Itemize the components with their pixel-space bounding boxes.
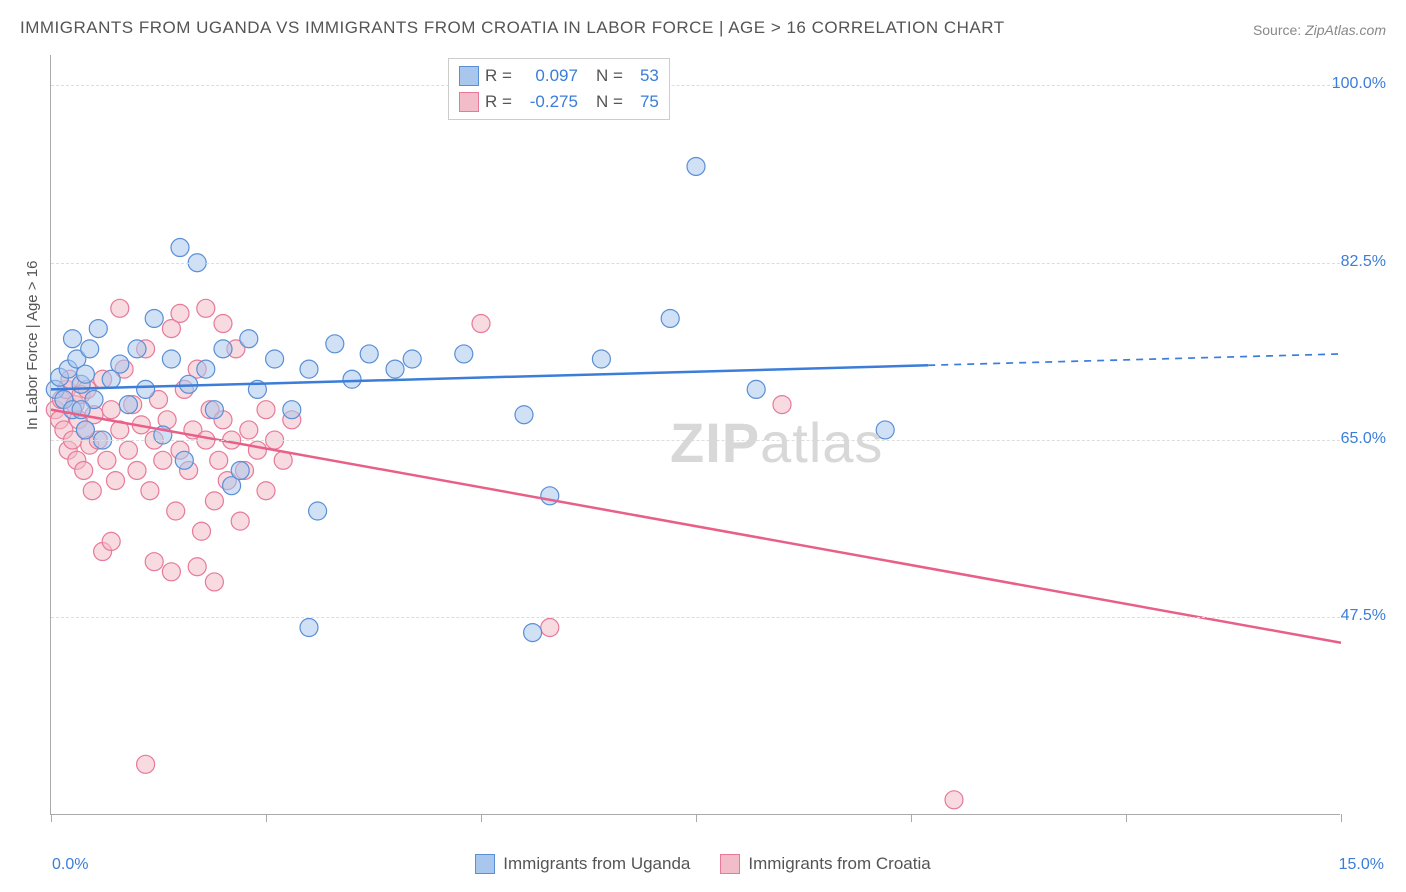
legend-r-value: 0.097 [518, 66, 578, 86]
source-attribution: Source: ZipAtlas.com [1253, 22, 1386, 38]
legend-n-label: N = [596, 66, 623, 86]
series-legend: Immigrants from Uganda Immigrants from Cr… [0, 854, 1406, 874]
series-legend-item: Immigrants from Croatia [720, 854, 930, 874]
legend-swatch [459, 92, 479, 112]
legend-swatch [475, 854, 495, 874]
y-tick-label: 100.0% [1332, 75, 1386, 93]
legend-r-label: R = [485, 66, 512, 86]
y-axis-label: In Labor Force | Age > 16 [24, 261, 41, 430]
gridline-horizontal [51, 263, 1340, 264]
legend-swatch [459, 66, 479, 86]
source-label: Source: [1253, 22, 1301, 38]
legend-r-value: -0.275 [518, 92, 578, 112]
series-legend-label: Immigrants from Uganda [503, 854, 690, 874]
source-value: ZipAtlas.com [1305, 22, 1386, 38]
gridline-horizontal [51, 440, 1340, 441]
legend-n-label: N = [596, 92, 623, 112]
y-tick-label: 65.0% [1341, 430, 1386, 448]
x-tick-mark [1126, 814, 1127, 822]
series-legend-label: Immigrants from Croatia [748, 854, 930, 874]
chart-plot-area [50, 55, 1340, 815]
legend-swatch [720, 854, 740, 874]
y-tick-label: 82.5% [1341, 253, 1386, 271]
correlation-legend: R = 0.097 N = 53 R = -0.275 N = 75 [448, 58, 670, 120]
legend-n-value: 53 [629, 66, 659, 86]
x-tick-mark [481, 814, 482, 822]
legend-n-value: 75 [629, 92, 659, 112]
x-tick-mark [266, 814, 267, 822]
gridline-horizontal [51, 85, 1340, 86]
x-tick-mark [51, 814, 52, 822]
x-tick-mark [1341, 814, 1342, 822]
x-tick-mark [696, 814, 697, 822]
x-tick-mark [911, 814, 912, 822]
chart-title: IMMIGRANTS FROM UGANDA VS IMMIGRANTS FRO… [20, 18, 1005, 38]
chart-svg [51, 55, 1340, 814]
y-tick-label: 47.5% [1341, 607, 1386, 625]
series-legend-item: Immigrants from Uganda [475, 854, 690, 874]
legend-r-label: R = [485, 92, 512, 112]
gridline-horizontal [51, 617, 1340, 618]
correlation-legend-row: R = 0.097 N = 53 [459, 63, 659, 89]
correlation-legend-row: R = -0.275 N = 75 [459, 89, 659, 115]
